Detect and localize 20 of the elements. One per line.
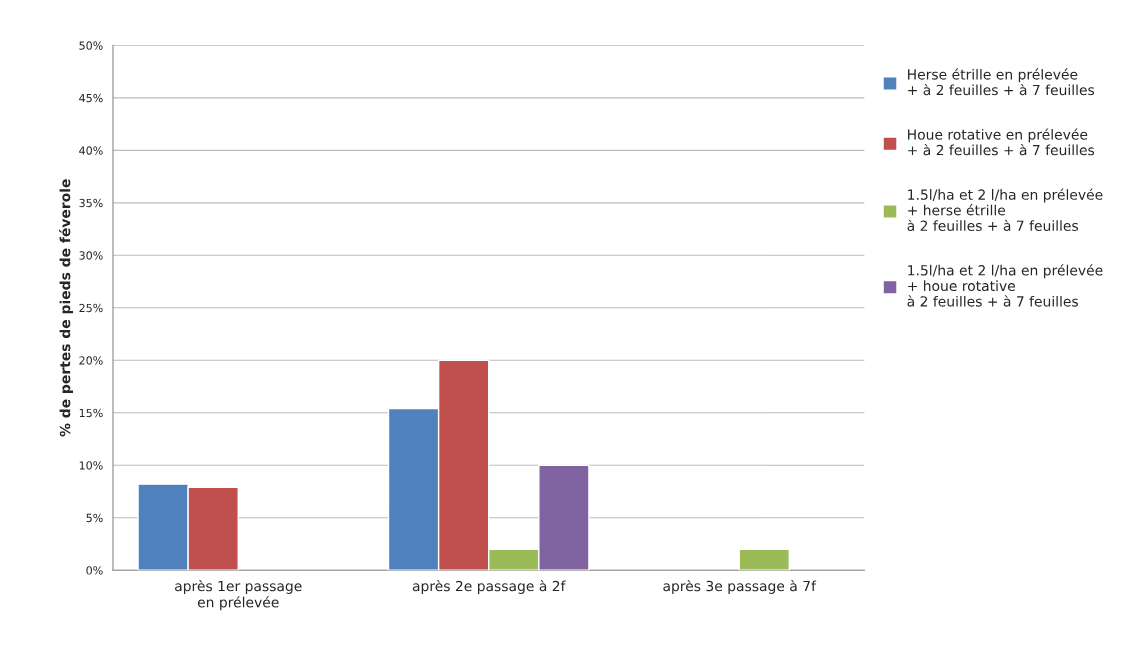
x-tick-label: après 2e passage à 2f bbox=[412, 579, 566, 594]
y-tick-label: 5% bbox=[86, 513, 103, 523]
y-tick-label: 35% bbox=[79, 198, 103, 208]
legend-label: Houe rotative en prélevée + à 2 feuilles + à 7 feuilles bbox=[908, 128, 1095, 156]
y-tick-label: 15% bbox=[79, 408, 103, 418]
legend-label: 1.5l/ha et 2 l/ha en prélevée + herse étrille à 2 feuilles + à 7 feuilles bbox=[907, 188, 1103, 231]
y-tick-label: 25% bbox=[79, 303, 103, 313]
y-tick-label: 0% bbox=[86, 566, 103, 575]
x-tick-label: après 1er passage en prélevée bbox=[175, 579, 302, 611]
y-tick-label: 20% bbox=[79, 356, 103, 365]
bar bbox=[738, 548, 791, 571]
legend-label: Herse étrille en prélevée + à 2 feuilles + à 7 feuilles bbox=[908, 68, 1095, 96]
y-tick-label: 40% bbox=[79, 146, 103, 155]
x-tick-label: après 3e passage à 7f bbox=[663, 579, 817, 594]
y-tick-label: 45% bbox=[79, 93, 103, 103]
y-axis-title: % de pertes de pieds de féverole bbox=[59, 179, 74, 437]
y-tick-label: 50% bbox=[79, 41, 103, 50]
legend-label: 1.5l/ha et 2 l/ha en prélevée + houe rotative à 2 feuilles + à 7 feuilles bbox=[907, 264, 1103, 307]
y-tick-label: 10% bbox=[79, 461, 103, 470]
y-tick-label: 30% bbox=[79, 251, 103, 260]
